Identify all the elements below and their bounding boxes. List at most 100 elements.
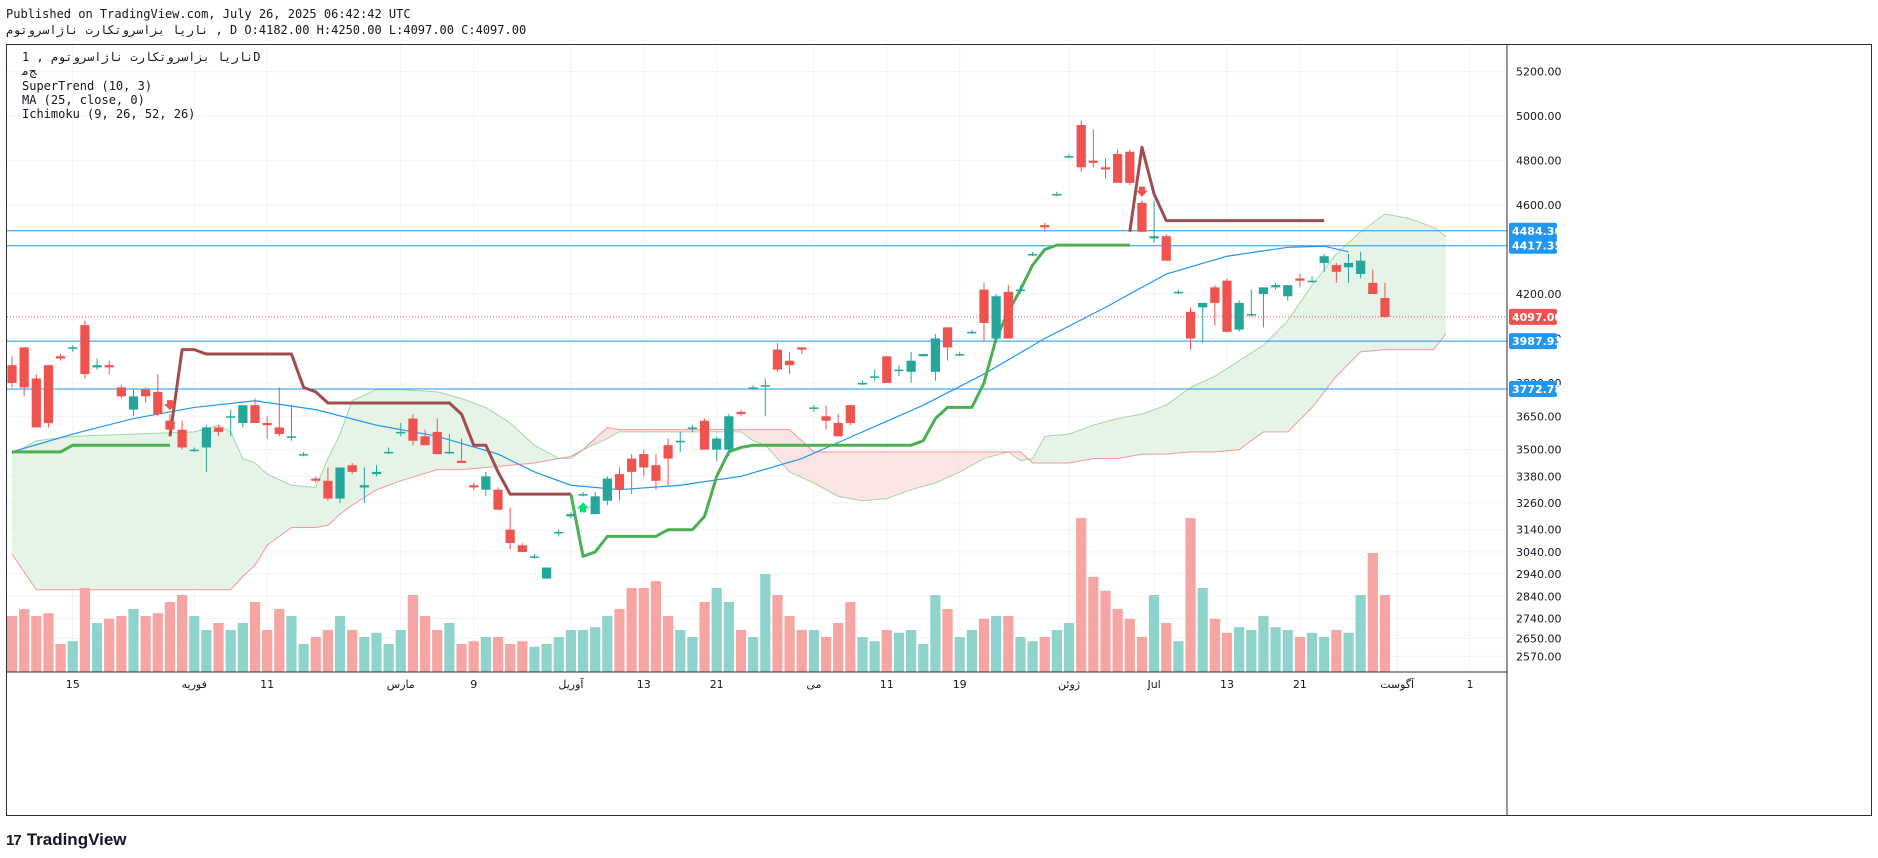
candle-body[interactable] [1113,153,1123,183]
candle-body[interactable] [627,458,637,472]
candle-body[interactable] [784,360,795,366]
candle-body[interactable] [712,438,722,450]
candle-body[interactable] [432,431,442,455]
candle-body[interactable] [1331,265,1341,272]
candle-body[interactable] [1319,256,1329,263]
candle-body[interactable] [1064,156,1074,158]
candle-body[interactable] [7,365,17,383]
candle-body[interactable] [809,407,819,409]
candle-body[interactable] [80,325,90,375]
candle-body[interactable] [444,451,455,454]
candle-body[interactable] [979,289,989,323]
candle-body[interactable] [1100,167,1111,170]
candle-body[interactable] [201,427,212,448]
candle-body[interactable] [1307,280,1317,283]
candle-body[interactable] [213,427,224,432]
candle-body[interactable] [1040,225,1050,228]
candle-body[interactable] [274,427,284,435]
candle-body[interactable] [165,420,175,430]
candle-body[interactable] [663,445,673,459]
candle-body[interactable] [1343,262,1354,268]
candle-body[interactable] [517,545,527,552]
candle-body[interactable] [870,376,880,378]
candle-body[interactable] [323,480,333,499]
candle-body[interactable] [833,422,843,437]
candle-body[interactable] [1380,298,1390,317]
candle-body[interactable] [408,418,418,441]
legend-ichimoku[interactable]: Ichimoku (9, 26, 52, 26) [22,107,196,121]
candle-body[interactable] [1270,285,1281,288]
candle-body[interactable] [286,436,297,438]
candle-body[interactable] [918,354,928,357]
candle-body[interactable] [566,514,576,517]
candle-body[interactable] [1027,254,1038,256]
legend-ma[interactable]: MA (25, close, 0) [22,93,145,107]
candle-body[interactable] [1283,285,1293,297]
candle-body[interactable] [1295,278,1305,281]
candle-body[interactable] [359,485,369,488]
candle-body[interactable] [311,478,321,481]
candle-body[interactable] [153,391,163,415]
candle-body[interactable] [493,489,503,510]
candle-body[interactable] [1173,291,1184,294]
candle-body[interactable] [505,529,515,544]
candle-body[interactable] [141,389,151,397]
candle-body[interactable] [942,327,953,348]
candle-body[interactable] [554,531,564,534]
candle-body[interactable] [43,365,54,423]
candle-body[interactable] [748,387,758,389]
candle-body[interactable] [845,405,855,423]
candle-body[interactable] [602,478,612,501]
candle-body[interactable] [529,556,540,558]
candle-body[interactable] [930,338,941,372]
candle-body[interactable] [347,465,357,472]
candle-body[interactable] [456,460,467,463]
candle-body[interactable] [1076,125,1086,168]
candle-body[interactable] [128,396,139,410]
candle-body[interactable] [1015,289,1026,292]
candle-body[interactable] [1368,282,1378,295]
candle-body[interactable] [894,369,904,372]
candle-body[interactable] [116,387,126,397]
candle-body[interactable] [19,347,29,388]
candle-body[interactable] [481,476,491,490]
candle-body[interactable] [639,454,649,468]
candle-body[interactable] [590,496,600,515]
candle-body[interactable] [857,382,868,385]
candle-body[interactable] [882,356,892,383]
candle-body[interactable] [651,465,661,481]
candle-body[interactable] [1258,287,1269,295]
candle-body[interactable] [967,331,977,334]
candle-body[interactable] [31,378,41,428]
chart-frame[interactable]: 2570.00 2650.00 2740.00 2840.00 2940.00 3040.… [6,44,1872,816]
candle-body[interactable] [189,449,199,452]
candle-body[interactable] [1125,151,1135,183]
candle-body[interactable] [955,354,965,356]
candle-body[interactable] [687,427,698,429]
candle-body[interactable] [226,416,236,418]
candle-body[interactable] [298,454,309,456]
candle-body[interactable] [335,467,345,499]
candle-body[interactable] [578,494,588,496]
candle-body[interactable] [906,360,916,372]
candle-body[interactable] [250,405,260,423]
candle-body[interactable] [1149,236,1159,239]
candle-body[interactable] [238,405,248,423]
candle-body[interactable] [371,471,382,475]
candle-body[interactable] [104,365,114,368]
candle-body[interactable] [736,411,746,415]
candle-body[interactable] [1161,236,1171,261]
candle-body[interactable] [541,567,552,579]
candle-body[interactable] [396,431,406,434]
price-chart[interactable]: 2570.00 2650.00 2740.00 2840.00 2940.00 3040.… [7,45,1871,815]
candle-body[interactable] [1246,314,1256,316]
candle-body[interactable] [1198,302,1208,308]
legend-supertrend[interactable]: SuperTrend (10, 3) [22,79,153,93]
candle-body[interactable] [1234,302,1244,330]
candle-body[interactable] [92,365,102,368]
candle-body[interactable] [760,385,770,387]
candle-body[interactable] [675,440,685,443]
candle-body[interactable] [797,347,807,350]
candle-body[interactable] [699,420,710,450]
candle-body[interactable] [772,349,783,370]
